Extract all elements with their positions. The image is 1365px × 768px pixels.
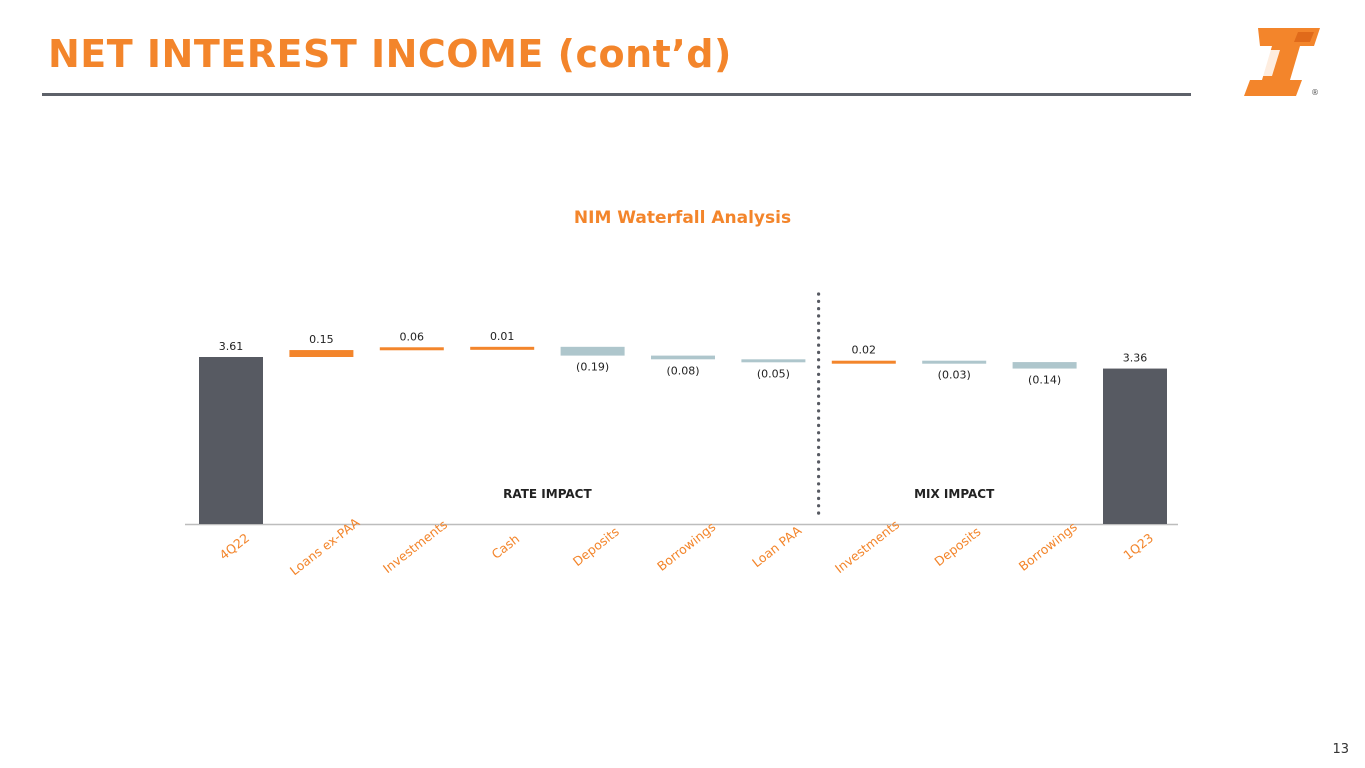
chart-title: NIM Waterfall Analysis [573,208,792,228]
x-tick-label: Investments [380,517,450,576]
x-tick-label: Deposits [570,524,622,569]
waterfall-bar [741,359,806,363]
waterfall-bar [289,350,354,357]
data-label: 0.02 [852,344,877,357]
waterfall-bar [470,346,535,350]
waterfall-bar [1103,368,1167,524]
data-label: (0.03) [938,369,971,382]
page-number: 13 [1332,742,1349,757]
group-label: RATE IMPACT [503,487,592,501]
x-tick-label: Deposits [931,524,983,569]
data-label: (0.19) [576,361,609,374]
x-tick-label: Borrowings [654,519,718,574]
data-label: 0.06 [400,330,425,343]
data-label: 0.15 [309,333,334,346]
data-label: 3.61 [219,340,244,353]
registered-mark: ® [1311,88,1319,97]
data-label: (0.05) [757,367,790,380]
x-tick-label: 4Q22 [216,530,252,563]
slide-title: NET INTEREST INCOME (cont’d) [48,32,732,76]
waterfall-bar [1012,362,1077,369]
waterfall-bar [560,346,625,356]
x-tick-label: Cash [489,531,523,562]
waterfall-bar [199,357,263,524]
title-divider [42,93,1191,96]
data-label: (0.14) [1028,374,1061,387]
waterfall-bar [379,347,444,351]
x-tick-label: Borrowings [1016,519,1080,574]
group-label: MIX IMPACT [914,487,995,501]
waterfall-bar [651,355,715,360]
x-tick-label: Investments [832,517,902,576]
x-tick-label: Loan PAA [749,522,804,570]
waterfall-bar [922,360,987,364]
waterfall-bar [831,360,896,364]
x-tick-label: 1Q23 [1120,530,1156,563]
data-label: 3.36 [1123,352,1148,365]
data-label: (0.08) [666,364,699,377]
data-label: 0.01 [490,330,515,343]
company-logo-icon [1244,28,1320,96]
